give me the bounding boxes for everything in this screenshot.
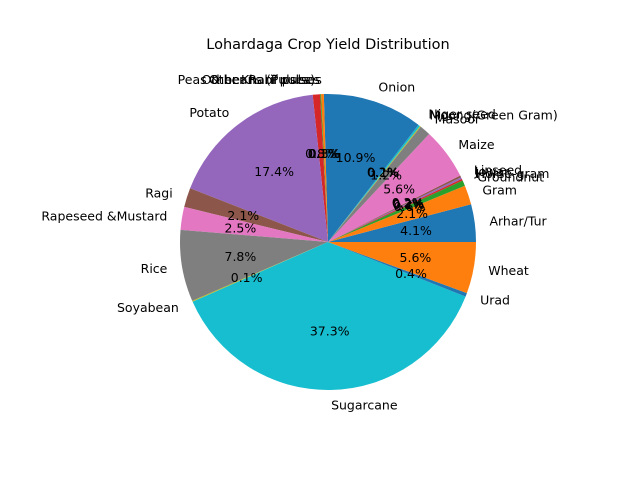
slice-label-onion: Onion [378,80,415,95]
pct-label-masoor: 1.2% [370,167,402,182]
slice-label-rapeseed-mustard: Rapeseed &Mustard [41,208,167,223]
chart-title: Lohardaga Crop Yield Distribution [206,37,449,53]
pie-slice-potato [190,94,328,242]
pie-slice-urad [328,242,467,297]
pct-label-rice: 7.8% [225,249,257,264]
pie-slice-other-kharif-pulses [321,94,328,242]
slice-label-rice: Rice [141,261,168,276]
slice-label-arhar-tur: Arhar/Tur [489,214,547,229]
pct-label-peas-beans-pulses: 0.8% [305,146,337,161]
pie-slice-sugarcane [192,242,466,391]
pct-label-onion: 10.9% [336,150,376,165]
pie-slices [180,94,476,391]
pie-slice-peas-beans-pulses [312,94,328,243]
slice-label-moong-green-gram: Moong(Green Gram) [430,107,558,122]
pct-label-groundnut: 0.6% [394,199,426,214]
pie-slice-other-rabi-pulses [320,94,328,242]
pct-label-sugarcane: 37.3% [310,323,350,338]
pie-slice-groundnut [328,180,465,242]
slice-label-potato: Potato [189,105,229,120]
pie-slice-jowar [328,177,462,242]
pie-slice-rapeseed-mustard [180,206,328,242]
pie-slice-moong-green-gram [328,126,421,242]
pie-slice-niger-seed [328,124,420,242]
pie-slice-linseed [328,175,462,242]
pct-label-maize: 5.6% [383,181,415,196]
pie-labels: Arhar/Tur 4.1% Gram 2.1% Groundnut 0.6% Horse-… [41,72,557,412]
slice-label-sugarcane: Sugarcane [331,397,398,412]
slice-label-other-rabi-pulses: Other Rabi pulses [209,72,320,87]
pct-label-jowar: 0.2% [392,196,424,211]
slice-label-urad: Urad [480,293,510,308]
slice-label-peas-beans-pulses: Peas & beans (Pulses) [178,72,316,87]
pct-label-other-rabi-pulses: 0.1% [308,146,340,161]
pie-slice-onion [323,94,419,243]
pie-slice-maize [328,133,461,242]
slice-label-maize: Maize [458,137,494,152]
pct-label-rapeseed-mustard: 2.5% [224,220,256,235]
pie-slice-soyabean [192,242,328,302]
pie-slice-wheat [328,242,476,294]
pct-label-gram: 2.1% [396,206,428,221]
pct-label-other-kharif-pulses: 0.3% [309,146,341,161]
pct-label-urad: 0.4% [395,266,427,281]
pct-label-linseed: 0.2% [392,195,424,210]
pie-slice-ragi [184,188,328,242]
pie-slice-horse-gram [328,178,463,242]
slice-label-other-kharif-pulses: Other Kharif pulses [202,72,322,87]
pct-label-arhar-tur: 4.1% [400,223,432,238]
slice-label-gram: Gram [482,183,517,198]
slice-label-wheat: Wheat [488,263,529,278]
slice-label-soyabean: Soyabean [117,300,179,315]
slice-label-ragi: Ragi [145,186,172,201]
pct-label-wheat: 5.6% [400,250,432,265]
pct-label-ragi: 2.1% [227,208,259,223]
slice-label-masoor: Masoor [435,112,481,127]
pie-slice-gram [328,185,472,242]
pct-label-soyabean: 0.1% [231,270,263,285]
slice-label-linseed: Linseed [474,162,522,177]
pie-slice-rice [180,229,328,301]
pct-label-potato: 17.4% [254,164,294,179]
slice-label-horse-gram: Horse-gram [476,166,550,181]
pie-slice-masoor [328,126,430,242]
pct-label-horse-gram: 0.2% [393,197,425,212]
slice-label-groundnut: Groundnut [477,170,544,185]
slice-label-niger-seed: Niger seed [428,106,495,121]
pct-label-moong-green-gram: 0.1% [368,165,400,180]
slice-label-jowar: Jowar [474,164,510,179]
pct-label-niger-seed: 0.2% [367,165,399,180]
pie-slice-arhar-tur [328,204,476,242]
